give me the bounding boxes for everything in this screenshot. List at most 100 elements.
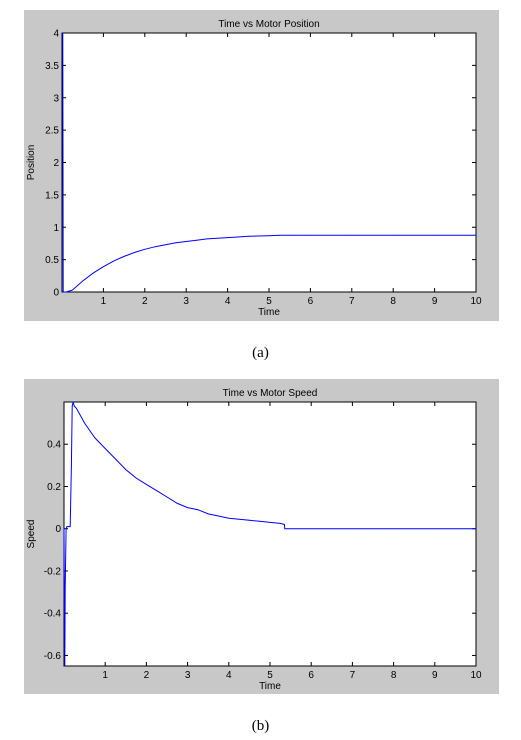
speed-data-point xyxy=(434,528,436,530)
speed-data-point xyxy=(284,528,286,530)
speed-data-point xyxy=(71,464,72,466)
speed-data-point xyxy=(279,523,281,524)
speed-data-point xyxy=(393,528,394,530)
position-data-point xyxy=(237,236,239,238)
position-data-point xyxy=(154,246,156,248)
position-data-point xyxy=(92,272,94,274)
position-y-tick-label: 1.5 xyxy=(45,190,59,201)
speed-x-tick-label: 7 xyxy=(350,670,356,681)
speed-chart: Time vs Motor Speed Time Speed 1 2 3 4 5 6 7 8 9 10 -… xyxy=(26,388,482,692)
position-data-point xyxy=(175,242,177,244)
position-x-tick-label: 10 xyxy=(470,296,482,307)
speed-y-tick-label: 0 xyxy=(55,524,61,535)
position-data-point xyxy=(227,237,229,239)
speed-data-point xyxy=(176,502,178,504)
position-y-tick-label: 3.5 xyxy=(45,61,59,72)
speed-x-tick-label: 4 xyxy=(226,670,232,681)
position-x-axis-label: Time xyxy=(258,307,280,318)
speed-title: Time vs Motor Speed xyxy=(223,388,318,399)
position-data-point xyxy=(258,235,260,237)
speed-data-point xyxy=(66,526,68,528)
speed-data-point xyxy=(73,405,75,407)
speed-data-point xyxy=(125,469,127,470)
position-x-tick-label: 9 xyxy=(432,296,438,307)
speed-data-point xyxy=(68,526,69,528)
position-data-point xyxy=(61,32,63,34)
figure-a-caption: (a) xyxy=(252,345,269,361)
speed-y-tick-label: -0.6 xyxy=(44,651,62,662)
position-chart: Time vs Motor Position Time Position 1 2 3 4 5 6… xyxy=(26,19,482,318)
speed-x-tick-label: 5 xyxy=(267,670,273,681)
position-data-point xyxy=(134,252,135,253)
figure-b-caption: (b) xyxy=(251,718,270,734)
position-data-point xyxy=(351,234,353,236)
position-x-tick-label: 1 xyxy=(101,296,107,307)
position-y-tick-label: 0.5 xyxy=(45,255,59,266)
position-data-point xyxy=(268,235,270,237)
position-plot-area xyxy=(61,32,477,293)
speed-data-point xyxy=(135,477,137,479)
position-y-tick-label: 3 xyxy=(53,93,59,104)
speed-data-point xyxy=(65,528,67,530)
position-x-tick-label: 6 xyxy=(308,296,314,307)
position-y-tick-label: 2.5 xyxy=(45,126,59,137)
position-y-tick-label: 2 xyxy=(53,158,59,169)
speed-data-point xyxy=(146,483,147,485)
speed-data-point xyxy=(475,528,477,530)
position-data-point xyxy=(247,235,249,237)
position-x-tick-label: 7 xyxy=(349,296,355,307)
speed-data-point xyxy=(115,458,116,460)
position-x-tick-label: 8 xyxy=(390,296,396,307)
speed-y-axis-label: Speed xyxy=(26,520,37,549)
position-data-point xyxy=(103,266,104,268)
speed-data-point xyxy=(218,515,219,517)
speed-data-point xyxy=(67,526,69,528)
position-y-tick-label: 1 xyxy=(53,223,59,234)
speed-data-point xyxy=(64,587,66,589)
position-x-tick-label: 3 xyxy=(183,296,189,307)
speed-x-axis-label: Time xyxy=(259,681,281,692)
speed-x-tick-label: 9 xyxy=(432,670,438,681)
speed-data-point xyxy=(156,490,158,492)
position-data-point xyxy=(196,239,197,241)
position-figure: Time vs Motor Position Time Position 1 2 3 4 5 6… xyxy=(24,10,499,321)
speed-data-point xyxy=(259,520,261,522)
speed-data-point xyxy=(207,513,209,515)
speed-figure: Time vs Motor Speed Time Speed 1 2 3 4 5 6 7 8 9 10 -… xyxy=(24,379,499,694)
position-data-point xyxy=(392,234,394,236)
speed-y-tick-label: -0.2 xyxy=(44,566,62,577)
position-data-point xyxy=(65,291,67,293)
position-data-point xyxy=(310,234,311,236)
speed-x-tick-label: 6 xyxy=(308,670,314,681)
position-data-point xyxy=(62,291,64,293)
position-x-tick-label: 4 xyxy=(225,296,231,307)
speed-x-tick-label: 1 xyxy=(102,670,108,681)
speed-y-tick-label: -0.4 xyxy=(44,609,62,620)
speed-data-point xyxy=(69,526,71,528)
speed-data-point xyxy=(249,519,250,521)
speed-data-point xyxy=(71,405,73,407)
position-data-point xyxy=(206,238,208,240)
speed-x-tick-label: 8 xyxy=(391,670,397,681)
position-data-point xyxy=(216,237,218,239)
speed-data-point xyxy=(228,517,230,519)
position-data-point xyxy=(62,32,64,34)
speed-data-point xyxy=(104,448,106,449)
position-data-point xyxy=(185,241,187,242)
speed-x-tick-label: 3 xyxy=(185,670,191,681)
speed-data-point xyxy=(269,521,271,523)
position-x-tick-label: 5 xyxy=(266,296,272,307)
speed-x-tick-label: 2 xyxy=(144,670,150,681)
speed-plot-area xyxy=(63,401,477,667)
position-data-point xyxy=(144,248,146,250)
speed-data-point xyxy=(72,401,74,403)
speed-y-tick-label: 0.2 xyxy=(47,482,61,493)
position-y-tick-label: 0 xyxy=(53,288,59,299)
speed-data-point xyxy=(84,422,85,424)
speed-data-point xyxy=(310,528,312,530)
position-data-point xyxy=(278,234,280,236)
position-y-tick-label: 4 xyxy=(53,29,59,40)
speed-data-point xyxy=(238,518,240,520)
speed-data-point xyxy=(64,665,66,667)
position-data-point xyxy=(82,280,84,282)
